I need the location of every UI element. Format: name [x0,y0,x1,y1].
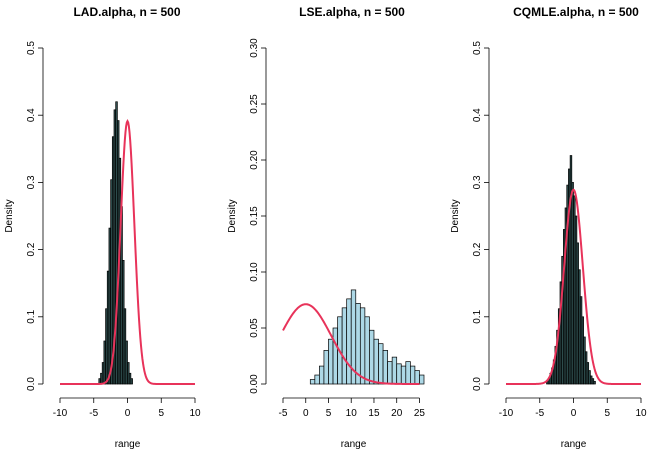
y-tick-label: 0.2 [26,242,37,256]
histogram-bar [391,356,398,385]
x-axis-label: range [115,439,141,450]
x-tick-label: 5 [326,408,332,419]
y-tick-label: 0.0 [472,377,483,391]
y-tick-label: 0.1 [26,309,37,323]
histogram-bar [414,370,420,385]
x-tick-label: -10 [499,408,514,419]
y-tick-label: 0.15 [249,206,260,226]
y-tick-label: 0.0 [26,377,37,391]
histogram-bar [359,307,366,385]
histogram-bar [364,316,370,385]
x-tick-label: 5 [158,408,164,419]
y-tick-label: 0.00 [249,374,260,394]
y-axis-label: Density [227,199,238,232]
panel-lse-alpha: LSE.alpha, n = 500 range Density -5 0 5 10 1… [227,5,425,450]
histogram-bar [387,361,393,385]
x-tick-label: 10 [346,408,358,419]
histogram-bar [396,363,402,385]
bars [98,101,133,385]
histogram-bar [405,361,411,385]
y-tick-label: 0.30 [249,38,260,58]
normal-density-curve [282,303,420,385]
y-tick-label: 0.4 [26,108,37,122]
x-axis-label: range [341,439,367,450]
histogram-bar [328,338,334,385]
x-tick-label: 10 [635,408,647,419]
x-tick-label: -10 [53,408,68,419]
y-tick-label: 0.25 [249,94,260,114]
chart-title: CQMLE.alpha, n = 500 [513,5,639,19]
histogram-bar [382,350,388,385]
normal-density-curve [506,188,641,385]
x-tick-label: 10 [189,408,201,419]
x-tick-label: -5 [279,408,288,419]
y-axis: 0.0 0.1 0.2 0.3 0.4 0.5 [26,41,44,391]
y-axis-label: Density [4,199,15,232]
panel-lad-alpha: LAD.alpha, n = 500 range Density -10 -5 0 5… [4,5,201,450]
histogram-bar [410,365,416,385]
y-axis-label: Density [450,199,461,232]
histogram-bar [341,307,348,385]
y-tick-label: 0.05 [249,318,260,338]
histogram-bar [319,365,325,385]
x-axis: -5 0 5 10 15 20 25 [279,397,426,419]
y-tick-label: 0.2 [472,242,483,256]
x-tick-label: 5 [604,408,610,419]
x-axis: -10 -5 0 5 10 [499,397,647,419]
x-axis-label: range [561,439,587,450]
x-tick-label: 20 [391,408,403,419]
normal-density-curve [60,119,195,385]
histogram-bar [309,379,316,385]
y-tick-label: 0.1 [472,309,483,323]
histogram-bar [369,329,375,385]
x-tick-label: 0 [571,408,577,419]
histogram-bar [332,327,338,385]
histogram-bar [314,374,320,385]
y-tick-label: 0.3 [26,175,37,189]
panel-cqmle-alpha: CQMLE.alpha, n = 500 range Density -10 -5… [450,5,647,450]
x-tick-label: 25 [414,408,426,419]
x-axis: -10 -5 0 5 10 [53,397,201,419]
histogram-bar [130,378,133,385]
histogram-bar [593,380,596,385]
y-tick-label: 0.5 [472,41,483,55]
x-tick-label: 15 [368,408,380,419]
y-tick-label: 0.20 [249,150,260,170]
x-tick-label: -5 [89,408,98,419]
histogram-bar [400,365,407,385]
histogram-bar [346,298,352,385]
chart-title: LSE.alpha, n = 500 [299,5,405,19]
y-axis: 0.0 0.1 0.2 0.3 0.4 0.5 [472,41,490,391]
chart-title: LAD.alpha, n = 500 [73,5,180,19]
x-tick-label: 0 [303,408,309,419]
y-tick-label: 0.10 [249,262,260,282]
y-tick-label: 0.5 [26,41,37,55]
histogram-bar [373,338,379,385]
bars [309,289,425,385]
histogram-bar [419,374,425,385]
y-axis: 0.00 0.05 0.10 0.15 0.20 0.25 0.30 [249,38,267,394]
histogram-bar [323,350,329,385]
y-tick-label: 0.4 [472,108,483,122]
histogram-bar [378,343,384,385]
y-tick-label: 0.3 [472,175,483,189]
x-tick-label: -5 [535,408,544,419]
bars [546,155,596,385]
x-tick-label: 0 [125,408,131,419]
